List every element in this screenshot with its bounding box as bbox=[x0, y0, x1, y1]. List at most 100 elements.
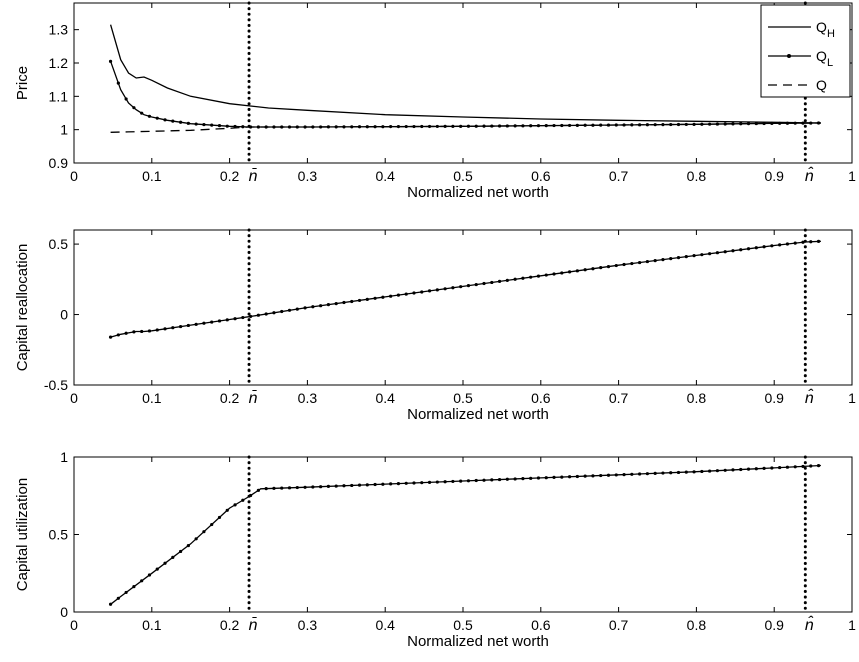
data-point bbox=[319, 304, 323, 308]
data-point bbox=[536, 274, 541, 278]
data-point bbox=[186, 543, 190, 548]
x-tick-label: 0.9 bbox=[764, 617, 784, 633]
data-point bbox=[459, 479, 463, 483]
data-point bbox=[326, 484, 331, 488]
x-tick-label: 0.1 bbox=[142, 390, 162, 406]
x-tick-label: 0.2 bbox=[220, 390, 240, 406]
data-point bbox=[560, 271, 564, 275]
data-point bbox=[178, 120, 183, 124]
data-point bbox=[809, 464, 813, 468]
data-point bbox=[249, 493, 253, 498]
data-point bbox=[326, 303, 331, 307]
threshold-label: n̂ bbox=[805, 614, 814, 634]
x-tick-label: 0.1 bbox=[142, 168, 162, 184]
data-point bbox=[513, 124, 517, 128]
data-point bbox=[287, 308, 292, 312]
data-point bbox=[591, 267, 595, 271]
data-point bbox=[132, 106, 136, 110]
data-point bbox=[334, 484, 338, 488]
data-point bbox=[256, 313, 260, 317]
data-point bbox=[342, 484, 346, 488]
data-point bbox=[311, 305, 315, 309]
data-point bbox=[762, 245, 766, 249]
data-point bbox=[801, 240, 805, 244]
data-point bbox=[147, 114, 152, 118]
y-tick-label: 1 bbox=[60, 122, 68, 138]
threshold-label: n̄ bbox=[249, 168, 258, 185]
x-axis-label: Normalized net worth bbox=[407, 184, 549, 201]
data-point bbox=[357, 298, 362, 303]
legend-box bbox=[760, 4, 851, 98]
data-point bbox=[770, 244, 774, 248]
data-point bbox=[715, 251, 720, 255]
x-tick-label: 0.7 bbox=[609, 168, 629, 184]
data-point bbox=[708, 252, 712, 256]
chart-panel-3: 0 0.1 0.2 0.3 0.4 0.5 0.6 0.7 0.8 0.9 1 0 0.5 1 Normal… bbox=[14, 449, 856, 650]
x-tick-label: 0 bbox=[70, 390, 78, 406]
data-point bbox=[785, 242, 790, 246]
y-tick-label: 1 bbox=[60, 449, 68, 465]
data-point bbox=[225, 124, 229, 128]
data-point bbox=[622, 473, 626, 477]
data-point bbox=[155, 116, 159, 120]
x-tick-label: 0 bbox=[70, 168, 78, 184]
x-tick-label: 0.4 bbox=[375, 390, 395, 406]
chart-panel-1: 0 0.1 0.2 0.3 0.4 0.5 0.6 0.7 0.8 0.9 1 0.9 1 1.1 1.2 1… bbox=[14, 1, 856, 201]
x-axis-label: Normalized net worth bbox=[407, 406, 549, 423]
data-point bbox=[482, 124, 486, 128]
data-point bbox=[249, 314, 253, 319]
data-point bbox=[435, 288, 439, 292]
legend-marker bbox=[787, 54, 791, 58]
plot-area-frame bbox=[73, 229, 853, 386]
data-point bbox=[754, 246, 758, 250]
data-point bbox=[272, 311, 276, 315]
data-point bbox=[583, 474, 587, 478]
y-tick-label: 0.5 bbox=[49, 527, 69, 543]
data-point bbox=[264, 486, 268, 491]
data-point bbox=[357, 483, 362, 487]
data-point bbox=[505, 278, 509, 282]
data-point bbox=[280, 486, 284, 490]
x-tick-label: 0.2 bbox=[220, 617, 240, 633]
data-point bbox=[466, 479, 471, 483]
data-point bbox=[715, 469, 720, 473]
data-point bbox=[451, 286, 455, 290]
data-point bbox=[497, 477, 502, 482]
data-point bbox=[466, 284, 471, 288]
data-point bbox=[552, 272, 556, 276]
data-point bbox=[233, 317, 237, 321]
data-point bbox=[155, 567, 159, 571]
data-point bbox=[404, 292, 408, 296]
x-tick-label: 0.3 bbox=[298, 617, 318, 633]
data-point bbox=[147, 573, 152, 577]
data-point bbox=[264, 312, 268, 316]
x-tick-label: 0.7 bbox=[609, 390, 629, 406]
data-point bbox=[116, 81, 120, 85]
data-point bbox=[754, 467, 758, 471]
data-point bbox=[497, 279, 502, 283]
y-tick-label: 0 bbox=[60, 307, 68, 323]
data-point bbox=[420, 124, 424, 129]
data-point bbox=[614, 473, 618, 477]
data-point bbox=[778, 465, 782, 470]
data-point bbox=[194, 322, 198, 326]
data-point bbox=[497, 124, 502, 128]
data-point bbox=[132, 585, 136, 589]
y-tick-label: 1.1 bbox=[49, 88, 69, 104]
data-point bbox=[669, 257, 673, 261]
y-axis-label: Capital reallocation bbox=[14, 244, 31, 372]
data-point bbox=[723, 468, 727, 472]
data-point bbox=[202, 530, 206, 534]
data-point bbox=[482, 281, 486, 286]
x-tick-label: 0.3 bbox=[298, 168, 318, 184]
data-point bbox=[295, 307, 299, 311]
data-point bbox=[132, 330, 136, 334]
data-point bbox=[420, 481, 424, 485]
data-point bbox=[606, 473, 611, 477]
series-line-q-h bbox=[109, 24, 821, 124]
data-point bbox=[567, 270, 572, 274]
data-point bbox=[435, 480, 439, 484]
data-point bbox=[303, 485, 307, 489]
data-point bbox=[350, 483, 354, 488]
